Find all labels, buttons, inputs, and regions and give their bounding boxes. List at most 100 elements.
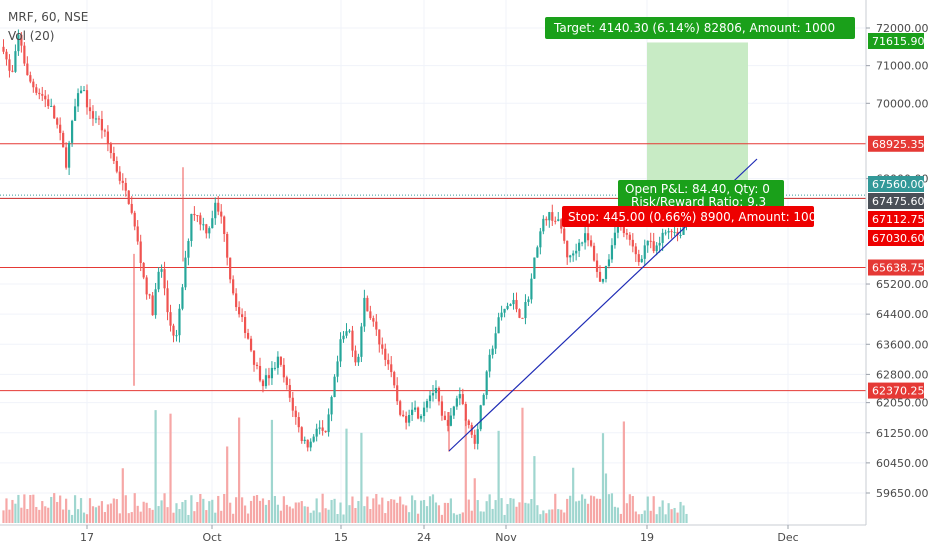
volume-bar [29,495,32,523]
volume-bar [598,498,602,523]
volume-bar [533,456,536,523]
candle-body [449,415,452,426]
volume-bar [50,496,53,523]
candle-body [91,111,95,119]
volume-bar [160,500,163,523]
price-tag-label: 67112.75 [872,213,925,226]
volume-bar [288,506,291,523]
price-tags: 68925.35 65638.75 62370.25 71615.90 67560.00… [868,33,925,399]
volume-bar [285,504,288,523]
volume-bar [145,502,148,523]
volume-bar [17,494,20,523]
candle-body [29,75,32,82]
price-tick-label: 62800.00 [876,368,929,381]
volume-bar [464,418,467,523]
candle-body [592,245,596,261]
time-tick-label: 19 [640,531,654,544]
volume-bar [226,446,229,523]
volume-bar [390,499,393,523]
pnl-label-box[interactable] [618,180,784,210]
candle-body [243,317,247,333]
candle-body [625,233,628,235]
target-label-box[interactable] [545,17,855,39]
candle-body [500,312,503,318]
candle-body [330,397,333,415]
volume-legend[interactable]: Vol (20) [8,29,54,43]
volume-bar [515,506,518,523]
candle-body [276,356,279,368]
time-tick-label: Dec [777,531,798,544]
volume-bar [8,509,11,523]
candle-body [172,325,175,336]
candle-body [416,407,420,419]
volume-bar [575,501,578,523]
price-tag-label: 67475.60 [872,195,925,208]
symbol-legend[interactable]: MRF, 60, NSE [8,10,88,24]
volume-bar [524,502,527,523]
candle-body [390,364,393,373]
candle-body [634,246,637,255]
volume-bar [676,512,679,523]
target-zone[interactable] [647,42,748,196]
volume-bar [604,473,608,523]
candle-body [151,295,154,316]
volume-bar [65,498,68,523]
volume-bar [336,513,339,523]
candle-body [518,309,521,318]
time-tick-label: Nov [495,531,517,544]
volume-bar [26,508,29,523]
volume-bar [399,496,402,523]
candle-body [649,240,652,242]
candle-body [196,215,199,217]
candle-body [479,405,482,430]
price-tick-label: 63600.00 [876,338,929,351]
price-tag [868,230,924,246]
candle-body [318,427,321,429]
volume-bar [592,496,596,523]
candle-body [601,278,605,282]
volume-bar [384,513,387,523]
candle-body [145,277,148,295]
candle-body [130,203,133,213]
volume-bar [14,503,17,523]
candle-body [73,106,77,121]
time-axis[interactable]: 17 Oct 15 24 Nov 19 Dec [0,524,866,544]
volume-bar [252,495,256,523]
price-tick-label: 62050.00 [876,397,929,410]
volume-bar [348,505,351,523]
price-tick-label: 70000.00 [876,97,929,110]
candle-body [610,245,614,260]
volume-bar [339,502,342,523]
volume-bar [422,500,426,523]
candle-body [452,406,455,416]
candle-body [193,213,196,216]
candle-body [142,262,145,278]
volume-bar [205,510,208,523]
candle-body [97,118,101,120]
stop-label-box[interactable] [562,206,814,227]
volume-bar [169,413,172,523]
volume-bar [566,498,569,523]
volume-bar [151,509,154,523]
candle-body [175,335,178,337]
candle-body [557,219,560,221]
candle-body [41,94,44,96]
candle-body [136,226,139,242]
candle-body [616,224,620,233]
candle-body [38,92,41,95]
volume-bar [643,510,646,523]
volume-bar [106,504,109,523]
candle-body [369,311,372,319]
candle-body [270,367,274,379]
candle-body [166,288,169,313]
candle-body [598,271,602,282]
candle-body [94,118,98,120]
volume-bar [73,495,77,523]
volume-bar [91,506,95,523]
position-tool[interactable]: Target: 4140.30 (6.14%) 82806, Amount: 1… [545,17,855,227]
time-tick-label: 17 [80,531,94,544]
price-tick-label: 65200.00 [876,278,929,291]
price-axis[interactable]: 72000.0071000.0070000.0068000.0065200.00… [865,0,929,525]
volume-bar [115,499,118,523]
